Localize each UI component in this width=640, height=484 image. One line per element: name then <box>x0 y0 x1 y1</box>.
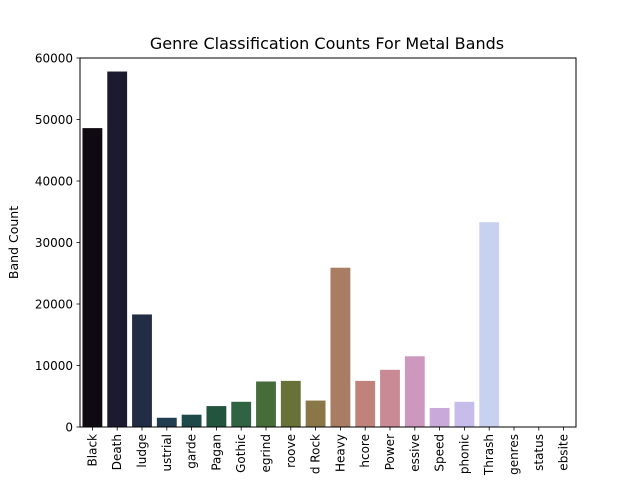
x-tick-label-6: Gothic <box>234 434 248 473</box>
x-tick-label-16: Thrash <box>482 434 496 476</box>
x-tick-label-14: Speed <box>433 434 447 472</box>
x-tick-label-11: hcore <box>358 434 372 468</box>
x-tick-label-17: genres <box>507 434 521 475</box>
bar-6 <box>231 401 252 427</box>
y-tick-label-0: 0 <box>65 421 73 435</box>
bar-12 <box>380 369 400 427</box>
y-tick-label-2: 20000 <box>35 298 73 312</box>
x-tick-label-2: ludge <box>135 434 149 468</box>
x-axis-ticks: Black Death ludge ustrial garde Pagan Gothic eg… <box>85 427 571 476</box>
x-tick-label-8: roove <box>284 434 298 468</box>
y-tick-label-3: 30000 <box>35 236 73 250</box>
chart-title: Genre Classification Counts For Metal Ba… <box>150 34 504 53</box>
y-axis-label: Band Count <box>6 206 21 279</box>
x-tick-label-9: d Rock <box>309 434 323 474</box>
bar-16 <box>479 222 500 427</box>
bar-11 <box>355 380 376 428</box>
x-tick-label-4: garde <box>185 434 199 469</box>
x-tick-label-13: essive <box>408 434 422 472</box>
bar-3 <box>156 417 177 427</box>
bars-group <box>82 71 500 428</box>
bar-15 <box>454 401 475 427</box>
y-axis-ticks: 0 10000 20000 30000 40000 50000 60000 <box>35 52 80 435</box>
x-tick-label-12: Power <box>383 434 397 470</box>
bar-0 <box>82 128 103 428</box>
x-tick-label-3: ustrial <box>160 434 174 472</box>
bar-2 <box>132 314 152 427</box>
bar-13 <box>404 356 425 427</box>
y-tick-label-5: 50000 <box>35 113 73 127</box>
y-tick-label-1: 10000 <box>35 359 73 373</box>
x-tick-label-5: Pagan <box>209 434 223 471</box>
bar-9 <box>305 400 326 427</box>
x-tick-label-1: Death <box>110 434 124 470</box>
x-tick-label-7: egrind <box>259 434 273 473</box>
bar-4 <box>181 414 202 427</box>
y-tick-label-6: 60000 <box>35 52 73 66</box>
x-tick-label-18: status <box>532 434 546 471</box>
bar-1 <box>107 71 128 427</box>
y-tick-label-4: 40000 <box>35 175 73 189</box>
x-tick-label-0: Black <box>85 434 99 467</box>
bar-5 <box>206 406 227 427</box>
x-tick-label-10: Heavy <box>333 434 347 472</box>
bar-10 <box>330 267 351 427</box>
bar-8 <box>280 380 301 428</box>
x-tick-label-15: phonic <box>457 434 471 474</box>
x-tick-label-19: ebsite <box>557 434 571 471</box>
plot-area-frame <box>79 57 577 428</box>
bar-14 <box>429 407 450 427</box>
bar-7 <box>256 381 276 427</box>
